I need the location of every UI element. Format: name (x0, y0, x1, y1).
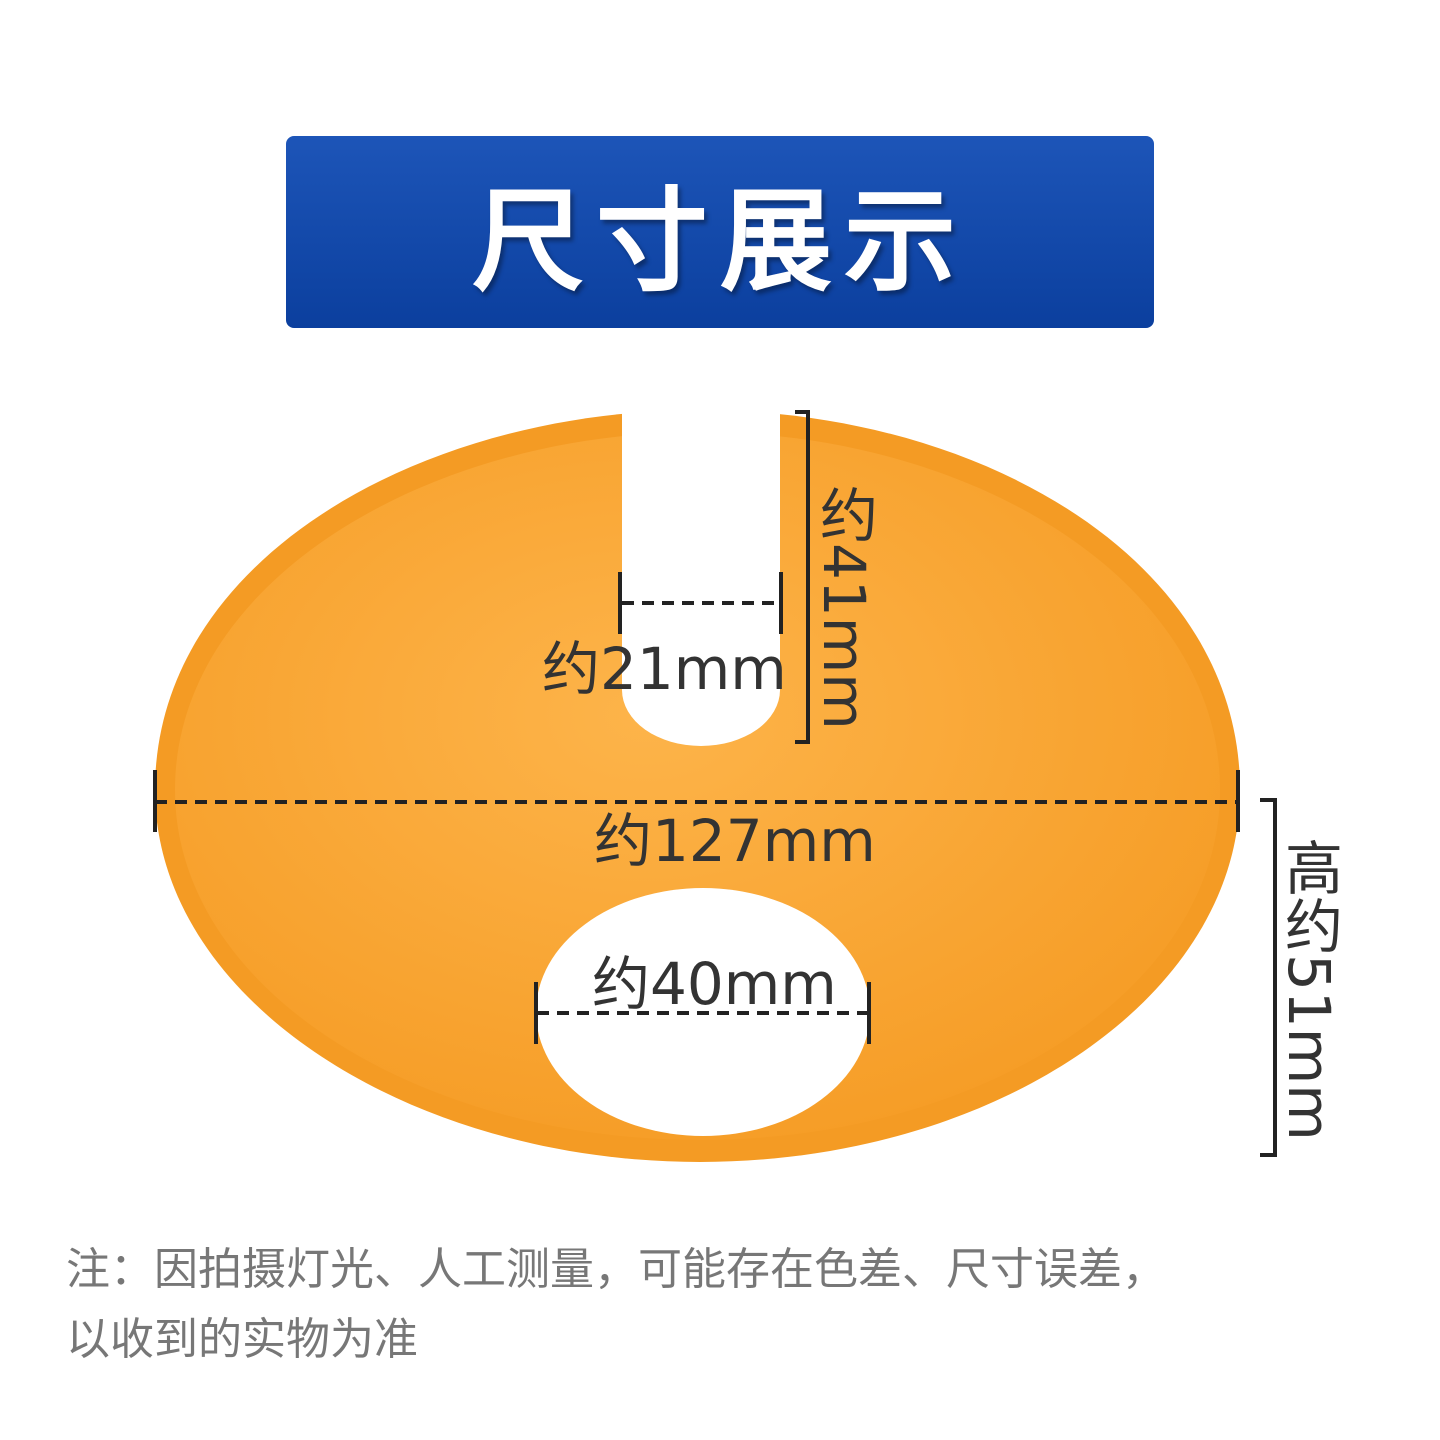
funnel-body (175, 432, 1220, 1140)
note-line: 以收到的实物为准 (66, 1314, 418, 1365)
slot-depth-label: 约41mm (810, 485, 878, 730)
dimension-bracket (1260, 798, 1277, 1157)
title-banner: 尺寸展示 (286, 136, 1154, 328)
slot-width-label: 约21mm (542, 635, 787, 703)
height-label: 高约51mm (1275, 838, 1343, 1141)
hole-diameter-label: 约40mm (592, 950, 837, 1018)
title: 尺寸展示 (472, 177, 968, 307)
slot (622, 400, 780, 746)
dimension-bracket (795, 410, 810, 744)
diameter-label: 约127mm (594, 807, 876, 875)
note-line: 注：因拍摄灯光、人工测量，可能存在色差、尺寸误差， (66, 1244, 1166, 1295)
